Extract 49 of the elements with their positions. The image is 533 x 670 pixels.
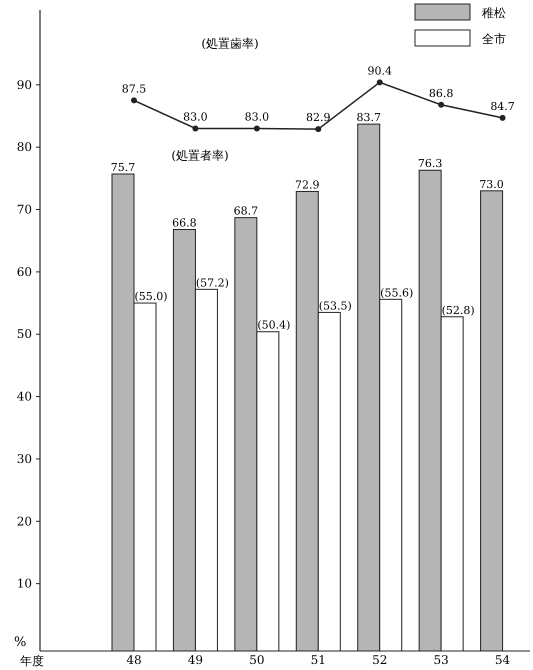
- y-tick-label: 40: [16, 390, 32, 404]
- y-tick-label: 50: [16, 327, 32, 342]
- data-label: (57.2): [196, 276, 229, 290]
- point: [438, 102, 444, 108]
- x-tick-label: 52: [372, 653, 388, 667]
- data-label: 68.7: [234, 204, 258, 218]
- data-label: (50.4): [257, 318, 290, 332]
- y-tick-label: 80: [16, 140, 32, 154]
- x-axis-title: 年度: [20, 654, 44, 668]
- y-tick-label: 20: [16, 514, 32, 528]
- data-label: 73.0: [479, 178, 504, 191]
- x-tick-label: 49: [188, 653, 204, 667]
- data-label: 82.9: [306, 111, 331, 124]
- data-label: 76.3: [418, 157, 442, 170]
- x-tick-label: 48: [126, 653, 142, 667]
- y-tick-label: 70: [16, 202, 32, 217]
- annotation: (処置者率): [171, 148, 229, 163]
- legend-label: 稚松: [482, 6, 506, 20]
- annotation: (処置歯率): [201, 36, 259, 50]
- data-label: 75.7: [110, 160, 136, 174]
- data-label: 72.9: [295, 178, 320, 192]
- x-tick-label: 54: [494, 653, 511, 667]
- point: [500, 114, 506, 121]
- data-label: (53.5): [318, 299, 352, 312]
- x-tick-label: 53: [434, 653, 449, 667]
- y-tick-label: 90: [16, 78, 32, 92]
- data-label: (55.6): [380, 286, 414, 300]
- x-tick-label: 50: [249, 653, 264, 667]
- point: [254, 125, 260, 132]
- legend-label: 全市: [482, 32, 506, 46]
- data-label: 83.0: [183, 110, 208, 124]
- point: [315, 126, 322, 132]
- y-axis-title: %: [14, 635, 26, 650]
- data-label: 90.4: [367, 64, 392, 78]
- data-label: 87.5: [122, 82, 146, 96]
- x-tick-label: 51: [310, 653, 326, 667]
- y-tick-label: 30: [16, 452, 32, 466]
- point: [131, 97, 137, 104]
- data-label: 83.0: [244, 110, 270, 124]
- data-label: 86.8: [428, 86, 454, 100]
- y-tick-label: 10: [16, 576, 32, 591]
- y-tick-label: 60: [16, 264, 32, 279]
- data-label: 83.7: [356, 111, 381, 124]
- data-label: 66.8: [172, 216, 197, 230]
- data-label: (52.8): [442, 304, 475, 317]
- point: [192, 125, 198, 132]
- data-label: 84.7: [490, 100, 515, 113]
- data-label: (55.0): [134, 290, 168, 304]
- point: [376, 79, 383, 86]
